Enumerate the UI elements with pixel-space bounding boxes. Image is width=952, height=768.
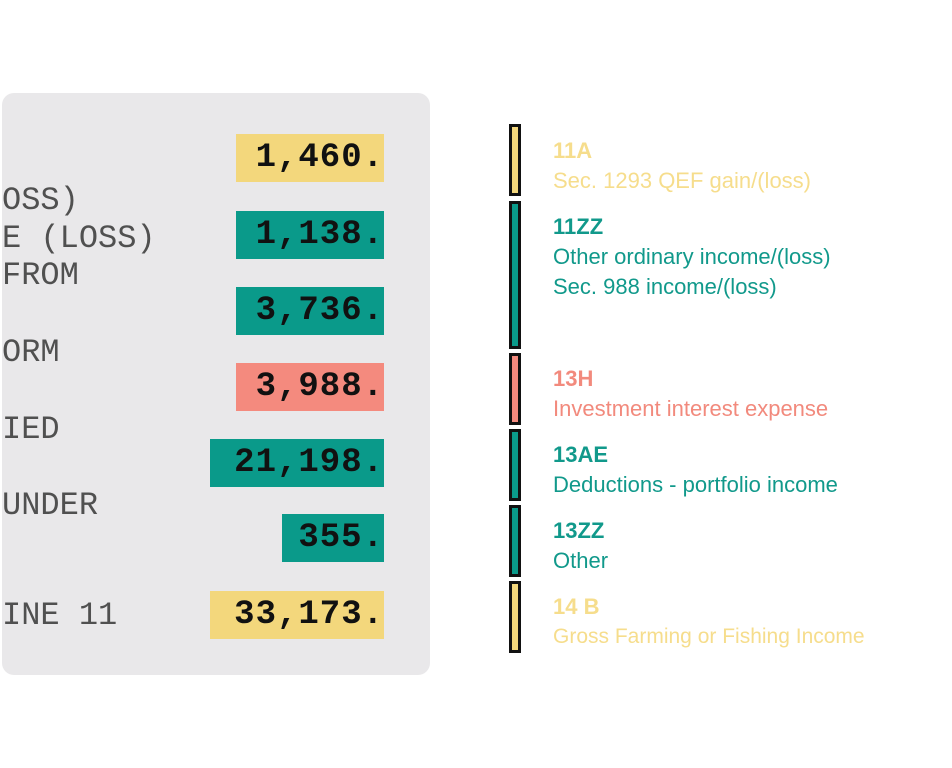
amount-value: 21,198. (234, 444, 384, 482)
amount-13zz: 355. (282, 514, 384, 562)
form-line-fragment: INE 11 (2, 597, 118, 634)
form-line-fragment: ORM (2, 334, 60, 371)
legend-desc-11zz-ordinary: Other ordinary income/(loss) (553, 244, 831, 269)
form-line-fragment: OSS) (2, 182, 79, 219)
legend-code-14b: 14 B (553, 594, 600, 619)
legend-swatch-14b (509, 581, 521, 653)
tax-form-excerpt: OSS) E (LOSS) FROM ORM IED UNDER INE 11 … (2, 93, 430, 675)
legend-swatch-11a (509, 124, 521, 196)
amount-14b: 33,173. (210, 591, 384, 639)
legend-code-13h: 13H (553, 366, 594, 391)
legend-desc-13ae: Deductions - portfolio income (553, 472, 838, 497)
amount-11zz-988: 3,736. (236, 287, 384, 335)
amount-value: 3,736. (255, 292, 384, 330)
legend-swatch-11zz (509, 201, 521, 349)
amount-value: 3,988. (255, 368, 384, 406)
legend-desc-13zz: Other (553, 548, 609, 573)
amount-value: 1,138. (255, 216, 384, 254)
amount-value: 1,460. (255, 139, 384, 177)
amount-11a: 1,460. (236, 134, 384, 182)
form-line-fragment: FROM (2, 257, 79, 294)
amount-value: 355. (298, 519, 384, 557)
legend-desc-13h: Investment interest expense (553, 396, 829, 421)
legend-code-13ae: 13AE (553, 442, 609, 467)
legend-desc-11a: Sec. 1293 QEF gain/(loss) (553, 168, 812, 193)
form-line-fragment: IED (2, 411, 60, 448)
legend-swatch-13zz (509, 505, 521, 577)
legend-code-11zz: 11ZZ (553, 214, 604, 239)
legend-code-13zz: 13ZZ (553, 518, 605, 543)
form-line-fragment: E (LOSS) (2, 220, 156, 257)
legend-code-11a: 11A (553, 138, 593, 163)
legend-swatch-13ae (509, 429, 521, 501)
legend-desc-14b: Gross Farming or Fishing Income (553, 625, 865, 648)
legend-swatch-13h (509, 353, 521, 425)
amount-13ae: 21,198. (210, 439, 384, 487)
amount-11zz-ordinary: 1,138. (236, 211, 384, 259)
amount-13h: 3,988. (236, 363, 384, 411)
legend-desc-11zz-988: Sec. 988 income/(loss) (553, 274, 777, 299)
form-line-fragment: UNDER (2, 487, 99, 524)
amount-value: 33,173. (234, 596, 384, 634)
